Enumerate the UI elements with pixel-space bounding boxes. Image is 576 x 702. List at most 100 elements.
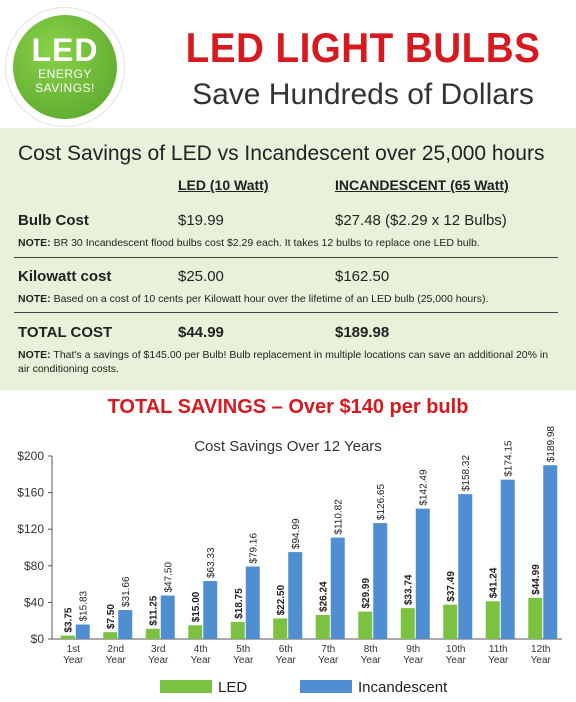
x-tick-label: Year bbox=[148, 655, 169, 666]
bar-incandescent bbox=[415, 508, 430, 639]
x-tick-label: Year bbox=[488, 655, 509, 666]
page-title: LED LIGHT BULBS bbox=[185, 24, 541, 71]
led-badge: LED ENERGY SAVINGS! bbox=[6, 8, 124, 126]
chart-title: Cost Savings Over 12 Years bbox=[194, 438, 382, 455]
data-label-led: $15.00 bbox=[191, 591, 202, 622]
data-label-incandescent: $189.98 bbox=[546, 426, 557, 463]
row-label-bulb-cost: Bulb Cost bbox=[18, 212, 89, 229]
data-label-led: $29.99 bbox=[361, 578, 372, 609]
total-savings-headline: TOTAL SAVINGS – Over $140 per bulb bbox=[107, 396, 469, 418]
divider bbox=[14, 257, 558, 258]
x-tick-label: 10th bbox=[446, 644, 465, 655]
savings-bar-chart: Cost Savings Over 12 Years $0 $40 $80 $120 $1… bbox=[17, 426, 562, 696]
page-subtitle: Save Hundreds of Dollars bbox=[192, 78, 534, 111]
row-label-total-cost: TOTAL COST bbox=[18, 324, 113, 341]
bar-led bbox=[485, 601, 500, 639]
bar-led bbox=[443, 604, 458, 639]
header: LED ENERGY SAVINGS! LED LIGHT BULBS Save… bbox=[0, 0, 576, 128]
bar-led bbox=[60, 635, 75, 639]
data-label-led: $44.99 bbox=[531, 564, 542, 595]
note-label: NOTE: bbox=[18, 237, 51, 249]
x-tick-label: Year bbox=[63, 655, 84, 666]
note-text: Based on a cost of 10 cents per Kilowatt… bbox=[53, 293, 489, 305]
data-label-incandescent: $47.50 bbox=[164, 562, 175, 593]
x-tick-label: 7th bbox=[321, 644, 335, 655]
bar-incandescent bbox=[330, 537, 345, 639]
data-label-incandescent: $94.99 bbox=[291, 518, 302, 549]
x-tick-label: 1st bbox=[67, 644, 81, 655]
badge-energy-text: ENERGY bbox=[38, 67, 92, 81]
note-label: NOTE: bbox=[18, 349, 51, 361]
data-label-led: $22.50 bbox=[276, 584, 287, 615]
cost-comparison-panel: Cost Savings of LED vs Incandescent over… bbox=[0, 128, 576, 390]
y-tick-label: $40 bbox=[24, 595, 44, 609]
data-label-led: $37.49 bbox=[446, 571, 457, 602]
data-label-incandescent: $31.66 bbox=[121, 576, 132, 607]
data-label-incandescent: $158.32 bbox=[461, 455, 472, 492]
data-label-led: $11.25 bbox=[149, 595, 160, 625]
x-tick-label: Year bbox=[276, 655, 297, 666]
bar-incandescent bbox=[288, 552, 303, 639]
x-tick-label: Year bbox=[531, 655, 552, 666]
data-label-incandescent: $63.33 bbox=[206, 547, 217, 578]
x-tick-label: Year bbox=[403, 655, 424, 666]
bar-incandescent bbox=[118, 610, 133, 639]
x-tick-label: 9th bbox=[406, 644, 420, 655]
bar-incandescent bbox=[75, 624, 90, 639]
bar-led bbox=[103, 632, 118, 639]
x-tick-label: 12th bbox=[531, 644, 550, 655]
data-label-led: $26.24 bbox=[319, 581, 330, 612]
x-tick-label: Year bbox=[446, 655, 467, 666]
bar-led bbox=[528, 597, 543, 639]
badge-led-text: LED bbox=[31, 32, 99, 68]
x-tick-label: 8th bbox=[364, 644, 378, 655]
bar-incandescent bbox=[160, 595, 175, 639]
x-tick-label: Year bbox=[318, 655, 339, 666]
bar-led bbox=[400, 608, 415, 639]
y-tick-label: $0 bbox=[31, 632, 45, 646]
data-label-led: $41.24 bbox=[489, 567, 500, 598]
legend-swatch-led bbox=[160, 680, 212, 693]
kilowatt-cost-led: $25.00 bbox=[178, 268, 224, 285]
data-label-incandescent: $174.15 bbox=[504, 440, 515, 477]
column-header-incandescent: INCANDESCENT (65 Watt) bbox=[335, 177, 509, 193]
note-total-cost: NOTE: That's a savings of $145.00 per Bu… bbox=[18, 348, 558, 376]
data-label-led: $7.50 bbox=[106, 604, 117, 629]
kilowatt-cost-incandescent: $162.50 bbox=[335, 268, 390, 285]
x-tick-label: 5th bbox=[236, 644, 250, 655]
bar-incandescent bbox=[458, 494, 473, 639]
x-tick-label: Year bbox=[233, 655, 254, 666]
note-kilowatt-cost: NOTE: Based on a cost of 10 cents per Ki… bbox=[18, 292, 558, 306]
bar-incandescent bbox=[203, 581, 218, 639]
note-bulb-cost: NOTE: BR 30 Incandescent flood bulbs cos… bbox=[18, 236, 558, 250]
data-label-incandescent: $110.82 bbox=[334, 499, 345, 535]
row-label-kilowatt-cost: Kilowatt cost bbox=[18, 268, 112, 285]
x-tick-label: 11th bbox=[489, 644, 508, 655]
x-tick-label: Year bbox=[191, 655, 212, 666]
y-tick-label: $200 bbox=[17, 449, 44, 463]
total-cost-led: $44.99 bbox=[178, 324, 224, 341]
y-tick-label: $80 bbox=[24, 559, 44, 573]
bar-led bbox=[358, 611, 373, 639]
bar-incandescent bbox=[500, 479, 515, 639]
bar-incandescent bbox=[543, 465, 558, 639]
bar-incandescent bbox=[245, 566, 260, 639]
x-tick-label: 2nd bbox=[107, 644, 124, 655]
y-tick-label: $160 bbox=[17, 486, 44, 500]
note-label: NOTE: bbox=[18, 293, 51, 305]
total-cost-incandescent: $189.98 bbox=[335, 324, 390, 341]
x-tick-label: Year bbox=[361, 655, 382, 666]
bar-led bbox=[273, 618, 288, 639]
data-label-incandescent: $15.83 bbox=[79, 590, 90, 621]
note-text: BR 30 Incandescent flood bulbs cost $2.2… bbox=[53, 237, 480, 249]
bar-led bbox=[230, 621, 245, 639]
bar-led bbox=[315, 614, 330, 639]
data-label-incandescent: $142.49 bbox=[419, 469, 430, 506]
bar-incandescent bbox=[373, 523, 388, 639]
bulb-cost-led: $19.99 bbox=[178, 212, 224, 229]
y-tick-label: $120 bbox=[17, 522, 44, 536]
chart-section: TOTAL SAVINGS – Over $140 per bulb Cost … bbox=[0, 390, 576, 702]
badge-savings-text: SAVINGS! bbox=[35, 81, 95, 95]
legend-swatch-incandescent bbox=[300, 680, 352, 693]
divider bbox=[14, 312, 558, 313]
